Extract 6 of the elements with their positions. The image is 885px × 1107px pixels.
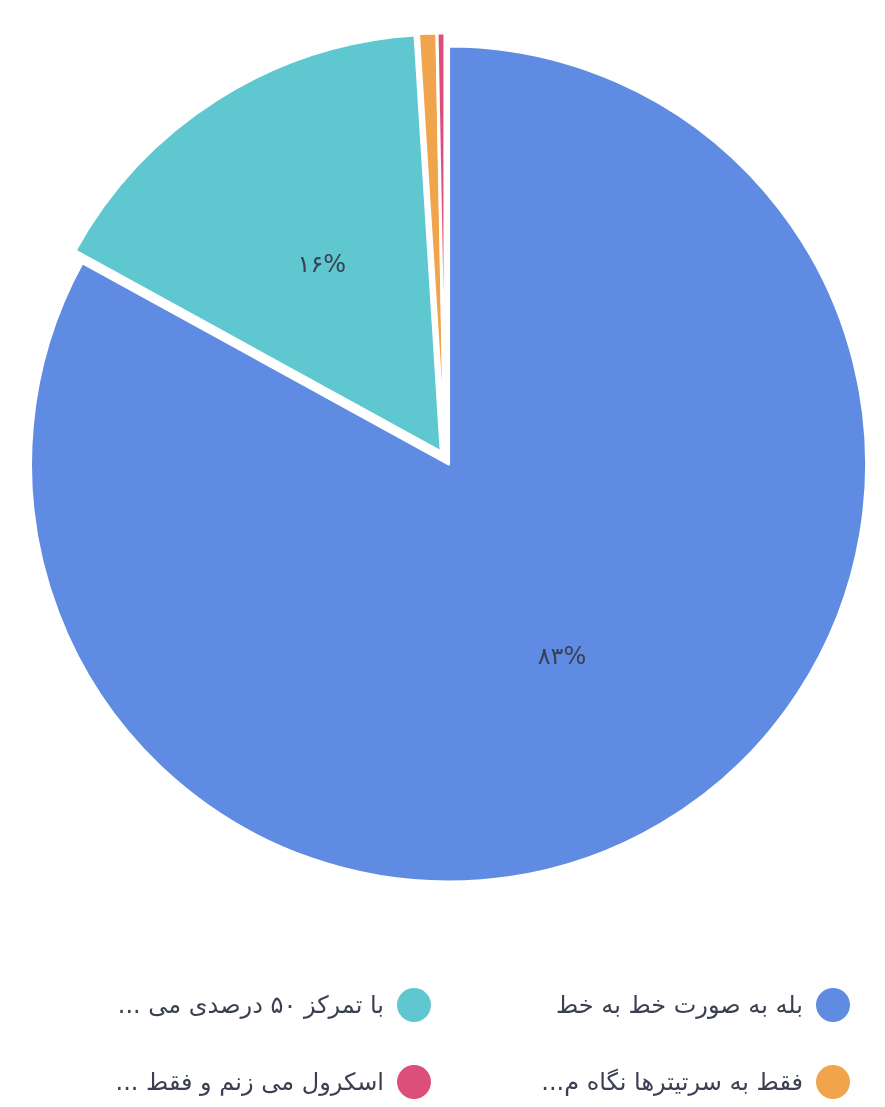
data-label: ٨٣% <box>537 641 587 670</box>
slice-label: بله به صورت خط به خط <box>556 991 803 1019</box>
legend-label: با تمرکز ۵۰ درصدی می ... <box>117 991 384 1019</box>
legend-label: فقط به سرتیترها نگاه م... <box>541 1068 803 1096</box>
data-label: ١۶% <box>297 249 347 278</box>
legend-label: اسکرول می زنم و فقط ... <box>115 1068 384 1096</box>
